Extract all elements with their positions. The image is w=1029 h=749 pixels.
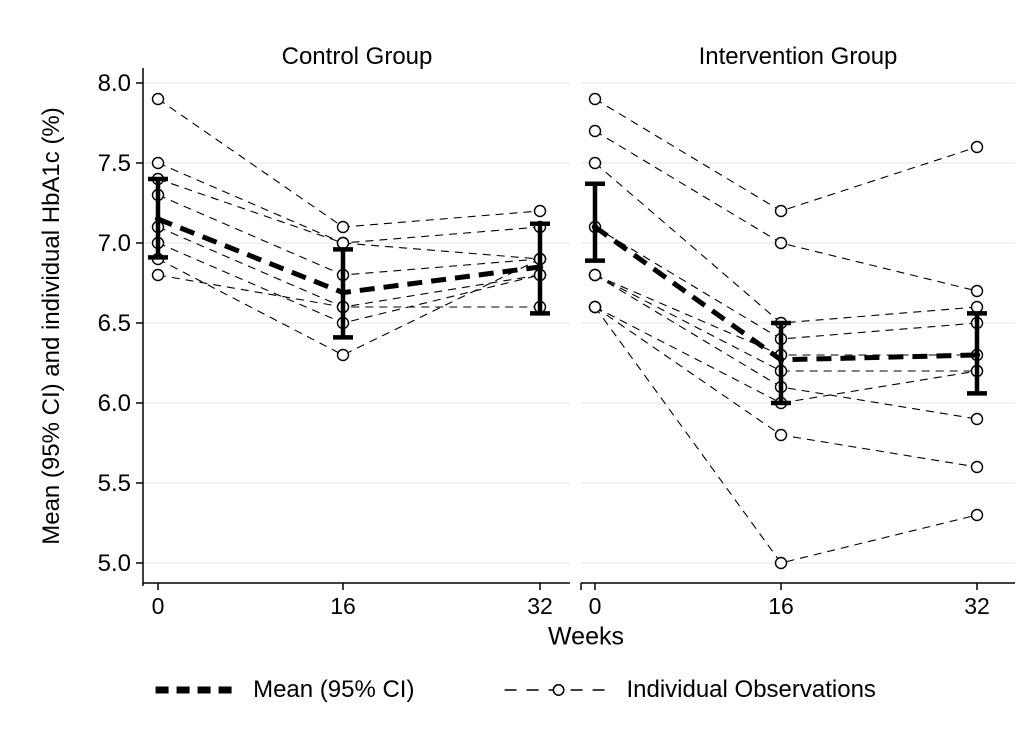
individual-trajectory bbox=[157, 178, 541, 260]
mean-point bbox=[339, 289, 347, 296]
individual-trajectory bbox=[594, 306, 978, 404]
y-tick-label: 7.0 bbox=[98, 230, 131, 257]
legend-item-mean: Mean (95% CI) bbox=[153, 676, 414, 704]
mean-point bbox=[777, 356, 785, 363]
individual-trajectory bbox=[594, 306, 978, 564]
y-tick-label: 6.0 bbox=[98, 390, 131, 417]
individual-trajectory bbox=[157, 194, 541, 276]
observation-marker bbox=[588, 92, 602, 106]
legend-item-individual: Individual Observations bbox=[502, 676, 876, 704]
x-tick-label: 16 bbox=[768, 593, 794, 619]
x-tick-label: 32 bbox=[527, 593, 553, 619]
individual-observations bbox=[588, 92, 984, 570]
mean-trajectory bbox=[157, 216, 541, 296]
y-tick-label: 6.5 bbox=[98, 310, 131, 337]
x-tick-label: 0 bbox=[589, 593, 602, 619]
observation-marker bbox=[774, 428, 788, 442]
observation-marker bbox=[533, 204, 547, 218]
mean-point bbox=[154, 215, 162, 223]
legend-label-mean: Mean (95% CI) bbox=[253, 676, 415, 703]
individual-trajectory bbox=[594, 274, 977, 372]
panel-intervention: 0 16 32 bbox=[580, 82, 1015, 619]
observation-marker bbox=[774, 556, 788, 570]
y-tick-label: 8.0 bbox=[98, 70, 131, 97]
observation-marker bbox=[774, 204, 788, 218]
y-tick-label: 5.5 bbox=[98, 470, 131, 497]
observation-marker bbox=[970, 508, 984, 522]
individual-trajectory bbox=[157, 242, 541, 324]
observation-marker bbox=[588, 300, 602, 314]
observation-marker bbox=[774, 236, 788, 250]
legend-label-individual: Individual Observations bbox=[626, 676, 876, 703]
observation-marker bbox=[970, 412, 984, 426]
chart-plot-area: 0 16 32 8.0 7.5 7.0 6.5 6.0 5.5 5.0 0 16 32 bbox=[98, 68, 1015, 619]
observation-marker bbox=[970, 140, 984, 154]
observation-marker bbox=[588, 156, 602, 170]
panel-title-control: Control Group bbox=[281, 43, 433, 70]
y-axis-title: Mean (95% CI) and individual HbA1c (%) bbox=[38, 107, 65, 545]
chart-legend: Mean (95% CI) Individual Observations bbox=[153, 676, 876, 704]
individual-observations bbox=[151, 92, 547, 362]
y-tick-label: 7.5 bbox=[98, 150, 131, 177]
mean-with-ci bbox=[585, 181, 987, 406]
observation-marker bbox=[588, 268, 602, 282]
observation-marker bbox=[151, 156, 165, 170]
individual-trajectory bbox=[594, 274, 977, 356]
x-tick-label: 32 bbox=[964, 593, 990, 619]
observation-marker bbox=[588, 124, 602, 138]
mean-line-sample-icon bbox=[155, 686, 240, 694]
x-tick-label: 16 bbox=[330, 593, 356, 619]
individual-line-sample-icon bbox=[504, 684, 613, 696]
observation-marker bbox=[336, 236, 350, 250]
y-tick-label: 5.0 bbox=[98, 550, 131, 577]
mean-point bbox=[973, 351, 981, 359]
panel-title-intervention: Intervention Group bbox=[698, 43, 898, 70]
observation-marker bbox=[970, 284, 984, 298]
observation-marker bbox=[151, 268, 165, 282]
observation-marker bbox=[970, 300, 984, 314]
individual-trajectory bbox=[594, 98, 978, 212]
observation-marker bbox=[151, 92, 165, 106]
individual-trajectory bbox=[157, 162, 541, 244]
observation-marker bbox=[970, 460, 984, 474]
mean-point bbox=[536, 263, 544, 271]
individual-trajectory bbox=[594, 274, 978, 420]
mean-with-ci bbox=[148, 176, 550, 340]
x-axis-title: Weeks bbox=[548, 622, 624, 651]
panel-control: 0 16 32 8.0 7.5 7.0 6.5 6.0 5.5 5.0 bbox=[98, 68, 570, 619]
individual-trajectory bbox=[157, 258, 541, 356]
x-tick-label: 0 bbox=[152, 593, 165, 619]
individual-trajectory bbox=[157, 226, 541, 308]
observation-marker bbox=[336, 348, 350, 362]
mean-point bbox=[591, 223, 599, 231]
observation-marker bbox=[336, 220, 350, 234]
